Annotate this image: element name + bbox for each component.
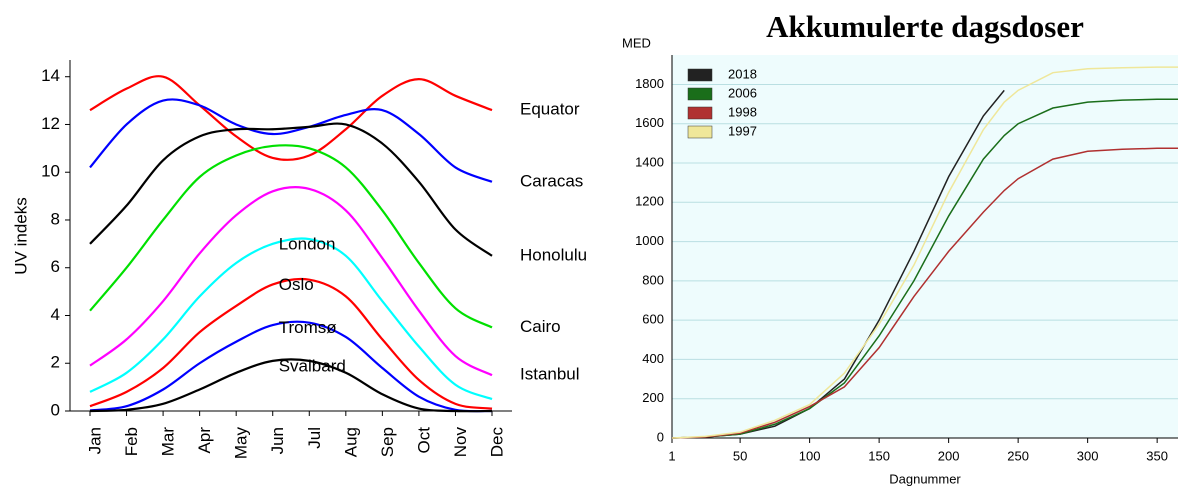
uv-chart: UV indeks 0 2 4 6 8 10 12 14 Jan Feb Mar Apr May Jun J… — [11, 60, 587, 459]
legend-label: 2006 — [728, 85, 757, 100]
series-line — [89, 320, 493, 413]
y-tick-label: 14 — [41, 66, 60, 85]
x-tick-label: Mar — [159, 427, 178, 457]
x-tick-label: 150 — [868, 448, 890, 463]
series-line — [89, 75, 493, 161]
series-line — [89, 98, 493, 183]
y-tick-label: 0 — [657, 429, 664, 444]
x-tick-label: May — [232, 427, 251, 460]
dose-chart: Akkumulerte dagsdoser MED Dagnummer 0 200… — [622, 9, 1178, 486]
series-label: Tromsø — [279, 318, 337, 337]
y-tick-label: 1200 — [635, 194, 664, 209]
x-tick-label: Jan — [85, 427, 104, 454]
y-axis-label: MED — [622, 35, 651, 50]
y-tick-label: 8 — [51, 209, 60, 228]
x-tick-label: 200 — [938, 448, 960, 463]
x-tick-label: 250 — [1007, 448, 1029, 463]
series-label: Honolulu — [520, 245, 587, 264]
series-label: Caracas — [520, 171, 583, 190]
y-tick-label: 1600 — [635, 115, 664, 130]
y-tick-label: 1000 — [635, 233, 664, 248]
legend-swatch — [687, 68, 713, 82]
series-line — [671, 147, 1178, 439]
x-tick-label: Oct — [414, 427, 433, 454]
y-tick-label: 4 — [51, 305, 60, 324]
y-axis-label: UV indeks — [11, 197, 30, 274]
x-tick-label: Jul — [305, 427, 324, 449]
x-tick-label: Aug — [341, 427, 360, 457]
y-tick-label: 200 — [642, 390, 664, 405]
x-tick-label: Dec — [487, 427, 506, 458]
series-label: Cairo — [520, 317, 561, 336]
series-line — [89, 186, 493, 377]
x-axis-label: Dagnummer — [889, 471, 961, 486]
series-line — [89, 277, 493, 410]
x-tick-label: 50 — [733, 448, 747, 463]
x-tick-label: Apr — [195, 427, 214, 454]
x-tick-label: 100 — [799, 448, 821, 463]
legend-label: 1998 — [728, 104, 757, 119]
y-tick-label: 2 — [51, 353, 60, 372]
series-label: Istanbul — [520, 365, 580, 384]
series-label: Svalbard — [279, 356, 346, 375]
y-tick-label: 12 — [41, 114, 60, 133]
series-line — [89, 237, 493, 401]
x-tick-label: Feb — [122, 427, 141, 456]
y-tick-label: 0 — [51, 400, 60, 419]
plot-background — [672, 55, 1178, 438]
series-line — [89, 122, 493, 257]
series-label: Equator — [520, 100, 580, 119]
legend-label: 1997 — [728, 123, 757, 138]
y-tick-label: 10 — [41, 162, 60, 181]
y-tick-label: 1400 — [635, 154, 664, 169]
x-tick-label: 1 — [668, 448, 675, 463]
series-line — [671, 98, 1178, 439]
x-tick-label: Sep — [378, 427, 397, 457]
legend-swatch — [687, 87, 713, 101]
y-tick-label: 800 — [642, 272, 664, 287]
legend-swatch — [687, 106, 713, 120]
series-label: Oslo — [279, 275, 314, 294]
x-tick-label: Jun — [268, 427, 287, 454]
y-tick-label: 400 — [642, 351, 664, 366]
x-tick-label: 350 — [1146, 448, 1168, 463]
series-line — [671, 66, 1178, 439]
x-tick-label: Nov — [451, 427, 470, 458]
series-label: London — [279, 235, 336, 254]
y-tick-label: 600 — [642, 312, 664, 327]
series-line — [89, 358, 493, 413]
y-tick-label: 1800 — [635, 76, 664, 91]
chart-title: Akkumulerte dagsdoser — [766, 9, 1084, 44]
legend-label: 2018 — [728, 66, 757, 81]
y-tick-label: 6 — [51, 257, 60, 276]
legend-swatch — [687, 125, 713, 139]
x-tick-label: 300 — [1077, 448, 1099, 463]
series-line — [89, 144, 493, 329]
